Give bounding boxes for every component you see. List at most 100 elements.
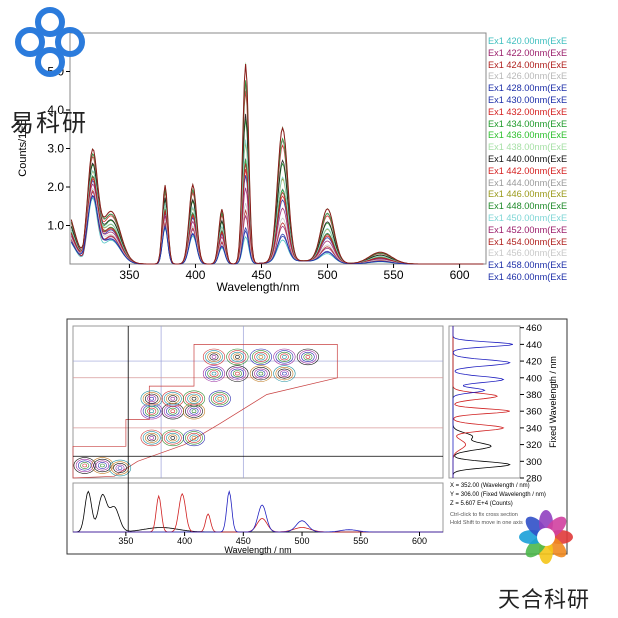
legend-entry: Ex1 438.00nm(ExE bbox=[488, 142, 568, 153]
watermark-bottom-right-text: 天合科研 bbox=[498, 588, 591, 613]
legend-entry: Ex1 454.00nm(ExE bbox=[488, 236, 568, 247]
contour-line bbox=[258, 371, 264, 376]
watermark-top-left-text: 易科研 bbox=[10, 109, 88, 137]
chart2-y-tick-label: 320 bbox=[526, 440, 542, 451]
contour-line bbox=[93, 458, 112, 473]
contour-line bbox=[189, 395, 199, 403]
contour-line bbox=[202, 348, 226, 366]
chart2-x-axis-label: Wavelength / nm bbox=[224, 545, 291, 555]
contour-line bbox=[215, 395, 225, 403]
chart1-y-axis-label: Counts/1E5 bbox=[17, 119, 29, 176]
help-text-line: Ctrl-click to fix cross section bbox=[450, 512, 518, 518]
logo-center bbox=[537, 528, 555, 546]
chart2-y-tick-label: 420 bbox=[526, 357, 542, 368]
contour-line bbox=[189, 407, 199, 415]
cross-section-trace bbox=[452, 326, 513, 478]
contour-line bbox=[230, 351, 245, 362]
chart2-x-tick-label: 350 bbox=[118, 536, 133, 546]
contour-line bbox=[91, 457, 114, 474]
legend-entry: Ex1 448.00nm(ExE bbox=[488, 201, 568, 212]
contour-line bbox=[305, 355, 311, 359]
contour-line bbox=[161, 390, 184, 407]
contour-line bbox=[217, 396, 223, 401]
contour-line bbox=[301, 351, 315, 362]
chart2-y-axis-label: Fixed Wavelength / nm bbox=[548, 356, 558, 448]
contour-plot-area bbox=[72, 325, 444, 479]
contour-line bbox=[249, 365, 272, 382]
contour-line bbox=[170, 436, 176, 440]
contour-line bbox=[149, 396, 154, 401]
contour-line bbox=[202, 365, 226, 382]
cursor-readout-line: Y = 306.00 (Fixed Wavelength / nm) bbox=[450, 492, 546, 498]
chart1-y-tick-label: 1.0 bbox=[47, 219, 64, 233]
contour-line bbox=[185, 431, 203, 445]
chart1-legend: Ex1 420.00nm(ExE Ex1 422.00nm(ExE Ex1 424.… bbox=[488, 36, 616, 284]
contour-line bbox=[213, 393, 227, 404]
chart1-frame bbox=[69, 32, 487, 265]
contour-line bbox=[147, 407, 157, 415]
contour-line bbox=[189, 434, 199, 442]
chart1-x-axis-label: Wavelength/nm bbox=[217, 280, 300, 294]
contour-line bbox=[82, 463, 87, 468]
contour-line bbox=[73, 457, 96, 474]
contour-line bbox=[232, 353, 242, 361]
contour-line bbox=[254, 368, 268, 379]
contour-line bbox=[235, 355, 240, 359]
contour-line bbox=[226, 365, 249, 382]
contour-line bbox=[117, 466, 123, 470]
contour-line bbox=[170, 409, 176, 414]
legend-entry: Ex1 434.00nm(ExE bbox=[488, 118, 568, 129]
contour-line bbox=[207, 351, 221, 362]
contour-line bbox=[113, 462, 127, 473]
contour-line bbox=[185, 392, 203, 406]
contour-line bbox=[168, 395, 178, 403]
chart1-x-tick-label: 600 bbox=[450, 268, 470, 282]
chart2-y-tick-label: 460 bbox=[526, 323, 542, 334]
contour-line bbox=[75, 458, 94, 473]
chart1-x-tick-label: 450 bbox=[251, 268, 271, 282]
contour-line bbox=[145, 393, 159, 404]
logo-ring bbox=[35, 7, 65, 37]
legend-entry: Ex1 432.00nm(ExE bbox=[488, 106, 568, 117]
contour-line bbox=[182, 429, 206, 447]
contour-line bbox=[187, 393, 201, 404]
logo-ring bbox=[55, 27, 85, 57]
cursor-readout-line: Z = 5.607 E+4 (Counts) bbox=[450, 501, 513, 507]
contour-line bbox=[275, 350, 294, 364]
legend-entry: Ex1 446.00nm(ExE bbox=[488, 189, 568, 200]
legend-entry: Ex1 440.00nm(ExE bbox=[488, 153, 568, 164]
contour-line bbox=[209, 370, 219, 377]
contour-line bbox=[191, 436, 197, 440]
chart2-y-tick-label: 440 bbox=[526, 340, 542, 351]
chart2-x-tick-label: 450 bbox=[236, 536, 251, 546]
contour-line bbox=[115, 464, 125, 472]
contour-line bbox=[273, 365, 296, 382]
legend-entry: Ex1 444.00nm(ExE bbox=[488, 177, 568, 188]
contour-line bbox=[147, 395, 157, 403]
contour-line bbox=[80, 462, 90, 469]
contour-line bbox=[97, 462, 107, 469]
contour-line bbox=[277, 368, 292, 379]
chart2-x-tick-label: 500 bbox=[295, 536, 310, 546]
legend-entry: Ex1 430.00nm(ExE bbox=[488, 94, 568, 105]
contour-line bbox=[182, 390, 206, 407]
cross-section-trace bbox=[73, 490, 443, 533]
chart1-x-tick-label: 350 bbox=[119, 268, 139, 282]
contour-line bbox=[191, 396, 197, 401]
legend-entry: Ex1 452.00nm(ExE bbox=[488, 224, 568, 235]
contour-line bbox=[209, 353, 219, 361]
contour-line bbox=[187, 432, 201, 443]
legend-entry: Ex1 450.00nm(ExE bbox=[488, 212, 568, 223]
chart2-x-tick-label: 550 bbox=[353, 536, 368, 546]
contour-line bbox=[163, 431, 182, 445]
contour-line bbox=[211, 355, 217, 359]
contour-line bbox=[296, 348, 320, 366]
chart1-x-tick-label: 400 bbox=[185, 268, 205, 282]
contour-line bbox=[168, 407, 178, 415]
watermark-logo-bottom-right bbox=[519, 510, 573, 564]
bottom-cross-section-area bbox=[72, 482, 444, 533]
contour-line bbox=[251, 350, 270, 364]
contour-line bbox=[166, 432, 180, 443]
legend-entry: Ex1 456.00nm(ExE bbox=[488, 248, 568, 259]
contour-line bbox=[205, 367, 223, 381]
